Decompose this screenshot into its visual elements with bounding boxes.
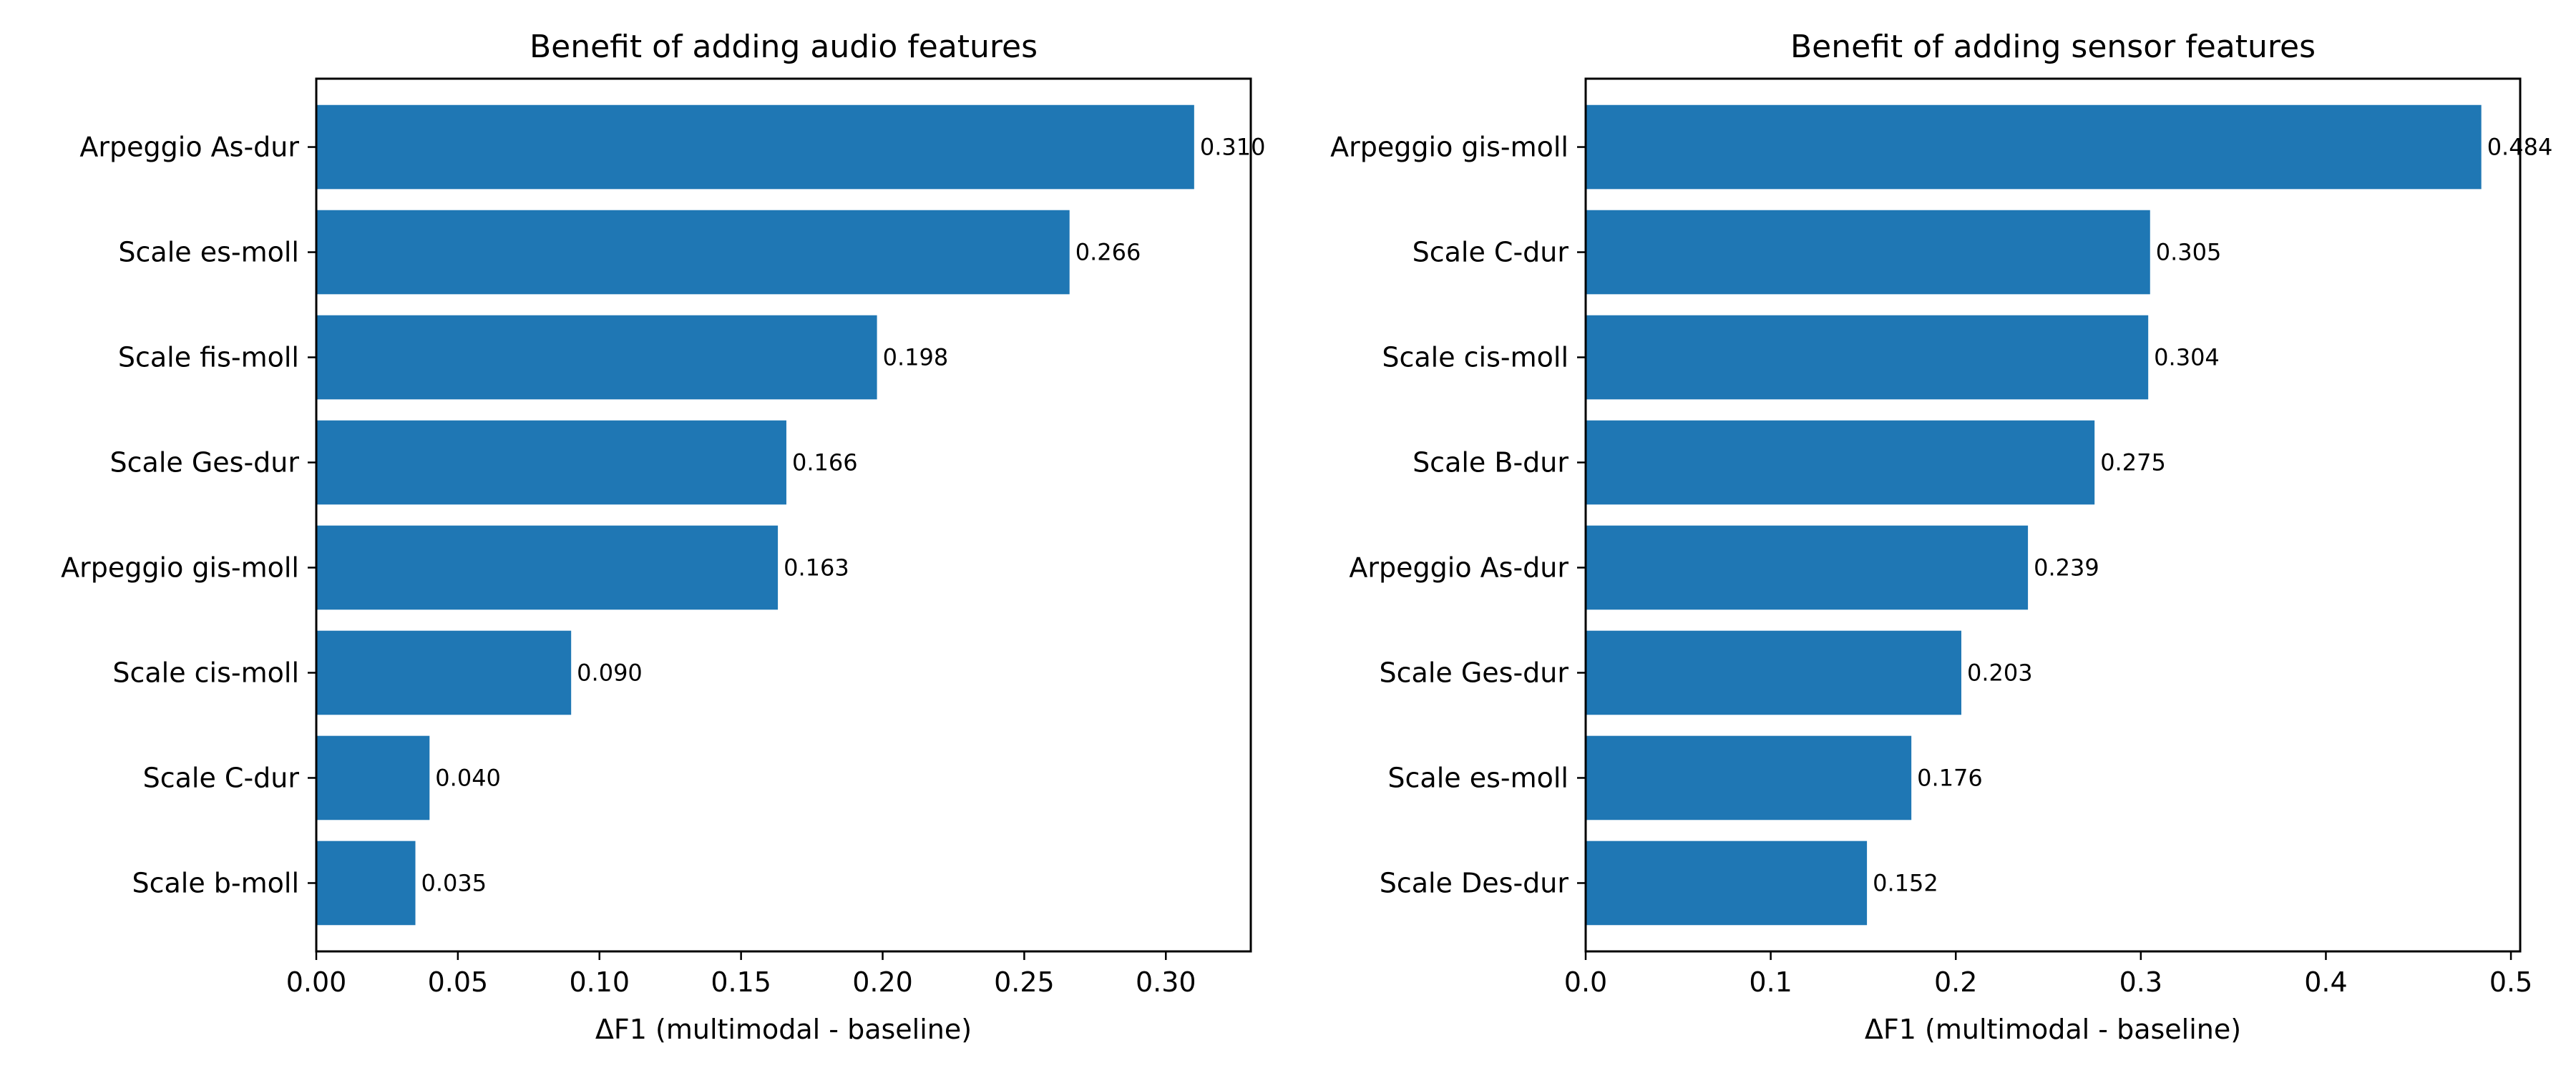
value-label: 0.266	[1075, 239, 1141, 266]
bar	[316, 420, 786, 505]
axes-frame	[1584, 77, 2522, 953]
bar	[1586, 525, 2029, 610]
category-label: Scale cis-moll	[1382, 342, 1568, 373]
value-label: 0.163	[784, 554, 849, 581]
value-label: 0.040	[435, 764, 501, 791]
value-label: 0.035	[421, 869, 487, 896]
bar	[316, 104, 1194, 190]
chart-title: Benefit of adding audio features	[530, 29, 1038, 65]
bar	[1586, 210, 2150, 295]
bar	[1586, 104, 2482, 190]
category-label: Arpeggio gis-moll	[61, 552, 299, 583]
x-tick-label: 0.20	[852, 966, 913, 998]
bar	[1586, 735, 1912, 820]
bar	[316, 735, 430, 820]
value-label: 0.152	[1873, 869, 1938, 896]
x-tick-label: 0.2	[1934, 966, 1977, 998]
chart-title: Benefit of adding sensor features	[1790, 29, 2316, 65]
category-label: Arpeggio gis-moll	[1330, 132, 1568, 163]
category-label: Arpeggio As-dur	[1349, 552, 1568, 583]
value-label: 0.239	[2034, 554, 2099, 581]
x-axis-label: ΔF1 (multimodal - baseline)	[595, 1014, 972, 1045]
x-axis-label: ΔF1 (multimodal - baseline)	[1865, 1014, 2241, 1045]
x-tick-label: 0.05	[428, 966, 489, 998]
value-label: 0.305	[2156, 239, 2222, 266]
category-label: Scale es-moll	[118, 237, 299, 268]
category-label: Scale C-dur	[143, 762, 300, 793]
bar	[1586, 841, 1868, 926]
axes-frame	[315, 77, 1252, 953]
x-tick-label: 0.3	[2119, 966, 2162, 998]
bar	[316, 630, 572, 715]
bar	[1586, 420, 2095, 505]
x-tick-label: 0.5	[2489, 966, 2532, 998]
x-tick-label: 0.10	[569, 966, 630, 998]
x-tick-label: 0.4	[2304, 966, 2347, 998]
x-tick-label: 0.15	[711, 966, 771, 998]
bar	[1586, 315, 2149, 400]
bar	[1586, 630, 1961, 715]
category-label: Scale Ges-dur	[1380, 657, 1569, 688]
category-label: Scale es-moll	[1387, 762, 1568, 793]
value-label: 0.310	[1200, 134, 1266, 161]
value-label: 0.198	[883, 344, 949, 371]
bar	[316, 841, 416, 926]
category-label: Scale b-moll	[132, 867, 299, 898]
bar	[316, 210, 1070, 295]
x-tick-label: 0.1	[1749, 966, 1792, 998]
category-label: Scale B-dur	[1413, 447, 1568, 479]
value-label: 0.176	[1917, 764, 1983, 791]
category-label: Scale Ges-dur	[110, 447, 300, 479]
category-label: Scale C-dur	[1413, 237, 1569, 268]
x-tick-label: 0.00	[286, 966, 347, 998]
value-label: 0.275	[2100, 449, 2166, 476]
chart-panel-1: 0.310 Arpeggio As-dur 0.266 Scale es-moll 0.…	[61, 29, 1265, 1045]
value-label: 0.203	[1967, 659, 2033, 686]
bar	[316, 315, 877, 400]
value-label: 0.304	[2154, 344, 2220, 371]
x-tick-label: 0.30	[1136, 966, 1196, 998]
category-label: Scale cis-moll	[112, 657, 299, 688]
value-label: 0.090	[577, 659, 643, 686]
category-label: Scale fis-moll	[118, 342, 299, 373]
bar	[316, 525, 779, 610]
category-label: Arpeggio As-dur	[79, 132, 299, 163]
x-tick-label: 0.25	[994, 966, 1055, 998]
category-label: Scale Des-dur	[1380, 867, 1569, 898]
x-tick-label: 0.0	[1564, 966, 1607, 998]
value-label: 0.166	[792, 449, 858, 476]
